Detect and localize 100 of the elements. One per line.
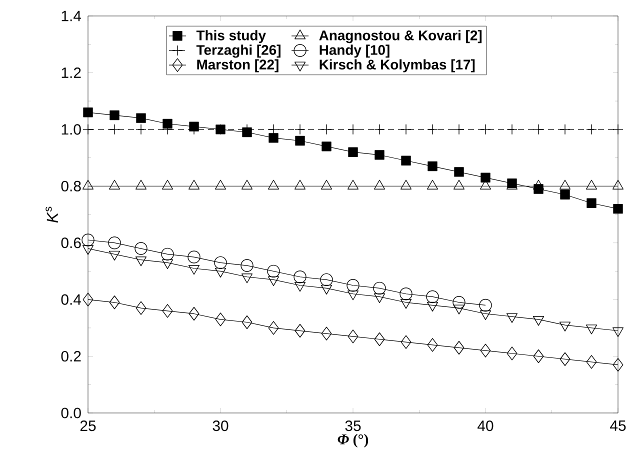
point (401, 156, 411, 166)
point (240, 259, 254, 272)
point (612, 358, 624, 372)
point (559, 322, 571, 332)
point (586, 324, 598, 334)
point (532, 316, 544, 326)
point (479, 298, 492, 312)
point (400, 288, 412, 300)
point (612, 327, 624, 338)
point (109, 124, 120, 135)
point (428, 161, 438, 172)
point (374, 293, 386, 304)
y-tick-label: 1.4 (62, 10, 82, 22)
point (321, 326, 332, 340)
point (241, 274, 253, 284)
point (347, 290, 359, 300)
legend-label: This study (196, 30, 266, 44)
point (426, 302, 438, 312)
point (506, 124, 518, 135)
point (82, 292, 94, 306)
point (480, 124, 491, 135)
point (506, 313, 518, 323)
point (109, 296, 120, 310)
point (346, 279, 360, 292)
x-axis-title: Φ (°) (338, 434, 368, 448)
point (348, 330, 358, 344)
point (452, 296, 466, 309)
point (453, 304, 465, 314)
point (162, 259, 174, 270)
point (480, 310, 492, 320)
point (162, 304, 173, 318)
point (506, 346, 518, 360)
point (162, 118, 172, 129)
point (320, 273, 333, 286)
point (533, 349, 544, 364)
point (400, 124, 412, 135)
point (613, 204, 623, 214)
y-tick-label: 0.0 (61, 408, 81, 418)
point (268, 276, 280, 286)
point (188, 306, 200, 321)
point (267, 264, 280, 278)
point (214, 268, 226, 278)
point (294, 124, 306, 135)
point (294, 282, 306, 292)
point (134, 242, 148, 255)
point (268, 321, 279, 335)
point (268, 133, 278, 143)
point (426, 290, 439, 304)
y-tick-label: 1.0 (62, 124, 81, 135)
point (188, 250, 200, 264)
point (560, 190, 570, 200)
point (188, 265, 200, 275)
y-tick-label: 0.2 (61, 350, 81, 362)
point (348, 147, 358, 157)
point (533, 124, 544, 135)
point (586, 124, 597, 135)
point (294, 324, 306, 338)
point (374, 332, 385, 346)
y-tick-label: 0.8 (61, 180, 81, 192)
point (136, 301, 146, 315)
point (400, 299, 412, 309)
point (242, 315, 252, 330)
point (136, 113, 146, 123)
point (427, 338, 438, 352)
point (83, 108, 93, 118)
point (82, 245, 94, 255)
point (454, 340, 464, 355)
x-tick-label: 30 (212, 420, 228, 432)
point (480, 344, 491, 358)
point (108, 250, 120, 261)
point (586, 355, 597, 369)
point (82, 124, 94, 135)
x-tick-label: 25 (80, 420, 96, 432)
x-tick-label: 35 (345, 420, 361, 432)
point (136, 124, 146, 135)
point (110, 110, 120, 120)
point (295, 136, 305, 146)
point (322, 142, 332, 152)
point (373, 282, 386, 295)
point (374, 150, 384, 160)
y-tick-label: 0.6 (61, 238, 81, 248)
point (560, 352, 570, 366)
y-tick-label: 0.4 (61, 294, 82, 305)
y-tick-label: 1.2 (62, 67, 81, 78)
point (321, 124, 332, 135)
point (348, 124, 358, 135)
point (108, 236, 121, 250)
y-axis-title: K$^{s}$ (46, 206, 58, 223)
x-tick-label: 45 (610, 420, 626, 431)
point (215, 312, 226, 326)
point (320, 284, 332, 295)
legend-label: Kirsch & Kolymbas [17] (320, 59, 475, 72)
point (612, 124, 624, 135)
point (400, 335, 412, 349)
point (268, 124, 279, 135)
point (560, 124, 570, 135)
x-tick-label: 40 (478, 420, 494, 432)
legend-label: Anagnostou & Kovari [2] (319, 30, 482, 44)
point (427, 124, 438, 135)
point (294, 270, 306, 284)
